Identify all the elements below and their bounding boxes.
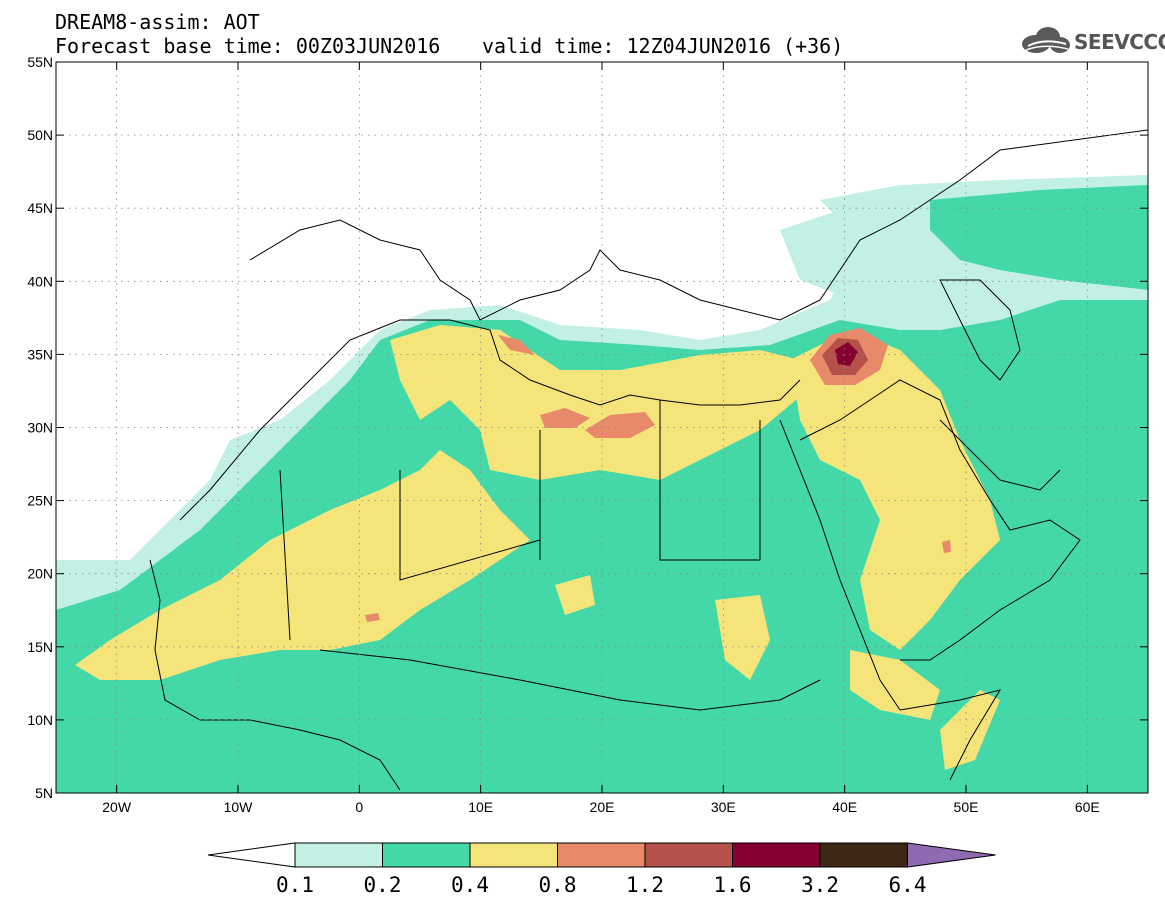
lon-tick-label: 50E	[954, 799, 979, 815]
colorbar-box	[732, 842, 821, 868]
lat-tick-label: 30N	[27, 420, 53, 436]
border-sahara	[279, 400, 761, 641]
map-title: DREAM8-assim: AOT	[55, 10, 260, 34]
aot-field-0.8-tunisia	[498, 335, 535, 355]
lat-tick-label: 25N	[27, 493, 53, 509]
colorbar-box	[644, 842, 733, 868]
colorbar-label: 6.4	[889, 873, 927, 897]
aot-field-0.4-south	[555, 575, 595, 615]
coast-caspian	[939, 279, 1021, 381]
aot-field-0.4-chad	[715, 595, 770, 680]
colorbar-box	[469, 842, 558, 868]
colorbar-box	[557, 842, 646, 868]
colorbar-label: 0.4	[451, 873, 489, 897]
lat-tick-label: 45N	[27, 200, 53, 216]
lat-tick-label: 50N	[27, 127, 53, 143]
coast-arabia	[799, 379, 1081, 661]
lon-tick-label: 0	[355, 799, 363, 815]
valid-time: valid time: 12Z04JUN2016 (+36)	[482, 34, 844, 58]
lon-tick-label: 10E	[468, 799, 493, 815]
colorbar-box	[382, 842, 471, 868]
coast-gulf	[939, 419, 1061, 491]
aot-field-0.2-north	[930, 185, 1148, 290]
aot-field-0.4-north	[390, 325, 820, 480]
colorbar-label: 1.6	[714, 873, 752, 897]
lat-tick-label: 10N	[27, 712, 53, 728]
coast-europe	[249, 129, 1148, 321]
coast-horn	[899, 689, 1002, 781]
colorbar-label: 0.1	[276, 873, 314, 897]
coast-redsea	[779, 419, 901, 711]
lon-tick-label: 30E	[711, 799, 736, 815]
lat-tick-labels: 55N 50N 45N 40N 35N 30N 25N 20N 15N 10N 5N	[27, 54, 53, 801]
colorbar-labels: 0.1 0.2 0.4 0.8 1.2 1.6 3.2 6.4	[276, 873, 926, 897]
colorbar-label: 0.2	[364, 873, 402, 897]
axis-ticks	[56, 61, 1148, 794]
cloud-logo-icon	[1022, 27, 1070, 53]
colorbar-boxes	[207, 842, 996, 868]
logo-text: SEEVCCC	[1074, 30, 1165, 54]
lon-tick-label: 20E	[590, 799, 615, 815]
lon-tick-labels: 20W 10W 0 10E 20E 30E 40E 50E 60E	[102, 799, 1100, 815]
colorbar-label: 1.2	[626, 873, 664, 897]
lon-tick-label: 40E	[832, 799, 857, 815]
lat-tick-label: 15N	[27, 639, 53, 655]
lon-tick-label: 60E	[1075, 799, 1100, 815]
lat-tick-label: 20N	[27, 566, 53, 582]
lat-tick-label: 55N	[27, 54, 53, 70]
colorbar-extend-high	[907, 842, 996, 868]
lat-tick-label: 35N	[27, 346, 53, 362]
aot-field-0.1-east	[780, 210, 950, 310]
lat-tick-label: 40N	[27, 273, 53, 289]
lon-tick-label: 20W	[102, 799, 132, 815]
colorbar-box	[294, 842, 383, 868]
aot-field-0.8-libya-a	[540, 408, 590, 428]
colorbar-label: 3.2	[801, 873, 839, 897]
aot-fields	[56, 175, 1148, 793]
aot-field-0.8-mali	[365, 613, 380, 622]
colorbar-box	[819, 842, 908, 868]
aot-field-0.4-west	[75, 450, 530, 680]
aot-field-0.4-arabia	[790, 330, 1000, 650]
aot-field-0.4-horn	[850, 650, 940, 720]
colorbar-label: 0.8	[539, 873, 577, 897]
forecast-base-time: Forecast base time: 00Z03JUN2016	[55, 34, 441, 58]
colorbar-extend-low	[207, 842, 296, 868]
aot-field-1.6	[835, 342, 858, 366]
lon-tick-label: 10W	[224, 799, 254, 815]
aot-field-0.4-somalia	[940, 690, 1000, 770]
lat-tick-label: 5N	[35, 785, 53, 801]
aot-field-0.8-arabia	[942, 540, 951, 553]
border-sahel	[319, 649, 821, 711]
coast-africa-north	[179, 319, 801, 521]
graticule	[56, 62, 1148, 793]
aot-field-0.8-libya-b	[585, 412, 655, 438]
